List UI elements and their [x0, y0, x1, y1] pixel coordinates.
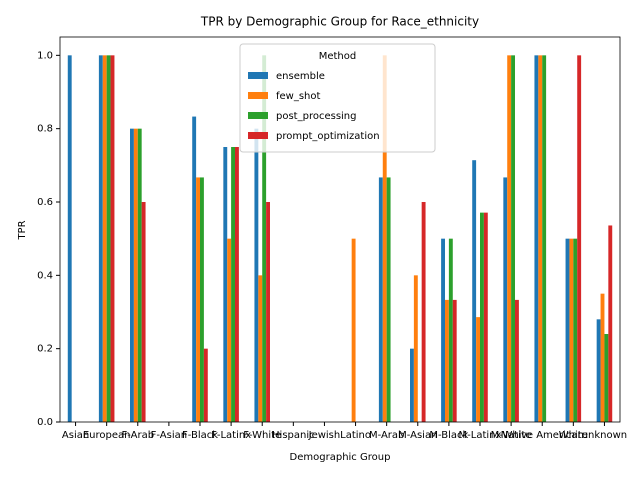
bar [106, 55, 111, 422]
y-tick-label: 0.6 [37, 197, 53, 208]
bar [192, 116, 197, 423]
x-tick-label: Latino [340, 430, 371, 441]
x-tick-label: M-Latinx [459, 430, 502, 441]
legend-box [239, 43, 436, 153]
x-tick-label: Asian [62, 430, 89, 441]
bar [511, 55, 515, 422]
bar [604, 334, 609, 422]
bar [565, 238, 570, 422]
bar [448, 238, 453, 422]
x-tick-label: M-Asian [398, 430, 437, 441]
legend-label: few_shot [276, 91, 321, 102]
bar [254, 128, 259, 422]
bar [600, 293, 605, 422]
x-tick-label: F-Latinx [211, 430, 251, 441]
bar [378, 177, 383, 422]
bar [386, 177, 391, 422]
x-tick-label: White [559, 430, 588, 441]
legend-swatch [248, 72, 268, 79]
bar [538, 55, 543, 422]
x-tick-label: Hispanic [272, 430, 315, 441]
x-tick-label: F-White [243, 430, 281, 441]
bar [203, 348, 208, 422]
x-tick-label: M-Black [429, 430, 468, 441]
legend-label: prompt_optimization [276, 131, 380, 142]
x-tick-label: Jewish [308, 430, 341, 441]
x-tick-label: Native American [501, 430, 584, 441]
bar [110, 55, 115, 422]
bar [235, 147, 239, 422]
bar [227, 238, 232, 422]
bar [483, 212, 488, 422]
bar [410, 348, 414, 422]
bar [596, 319, 601, 422]
x-tick-label: M-White [491, 430, 532, 441]
y-tick-label: 0.8 [37, 124, 53, 135]
bar [137, 128, 142, 422]
legend-title: Method [319, 51, 357, 62]
y-tick-label: 0.0 [37, 417, 53, 428]
x-tick-label: F-Asian [151, 430, 187, 441]
bar [200, 177, 204, 422]
legend-label: post_processing [276, 111, 357, 122]
x-tick-label: F-Arab [121, 430, 154, 441]
bar [223, 147, 228, 422]
y-axis-label: TPR [17, 220, 28, 240]
bar [141, 202, 146, 422]
x-axis-label: Demographic Group [290, 452, 391, 463]
bar [98, 55, 103, 422]
y-tick-label: 0.2 [37, 344, 53, 355]
bar [258, 275, 263, 422]
bar [452, 299, 457, 422]
bar [413, 275, 418, 422]
axes-frame [59, 36, 621, 423]
legend-swatch [248, 112, 268, 119]
bar [480, 212, 484, 422]
bar [102, 55, 107, 422]
bar [351, 238, 356, 422]
x-tick-label: M-Arab [369, 430, 404, 441]
bar [472, 160, 477, 422]
legend-swatch [248, 92, 268, 99]
legend-label: ensemble [276, 71, 325, 82]
bar [231, 147, 235, 422]
bar [573, 238, 578, 422]
bar [476, 317, 480, 422]
x-tick-label: European [83, 430, 131, 441]
bar [445, 299, 449, 422]
bar [515, 299, 519, 422]
bar [130, 128, 134, 422]
bar [507, 55, 512, 422]
bar [67, 55, 72, 422]
bar [534, 55, 539, 422]
bar [382, 55, 387, 422]
y-tick-label: 1.0 [37, 50, 53, 61]
bar [262, 55, 267, 422]
y-tick-label: 0.4 [37, 270, 53, 281]
bar [421, 202, 426, 422]
bar [196, 177, 200, 422]
bar [569, 238, 574, 422]
bar [266, 202, 270, 422]
chart-title: TPR by Demographic Group for Race_ethnic… [200, 15, 479, 29]
bar [608, 225, 613, 422]
bar [441, 238, 445, 422]
bar [133, 128, 138, 422]
x-tick-label: unknown [582, 430, 627, 441]
bar [503, 177, 508, 422]
bar [577, 55, 582, 422]
bar [542, 55, 547, 422]
x-tick-label: F-Black [182, 430, 218, 441]
legend-swatch [248, 132, 268, 139]
